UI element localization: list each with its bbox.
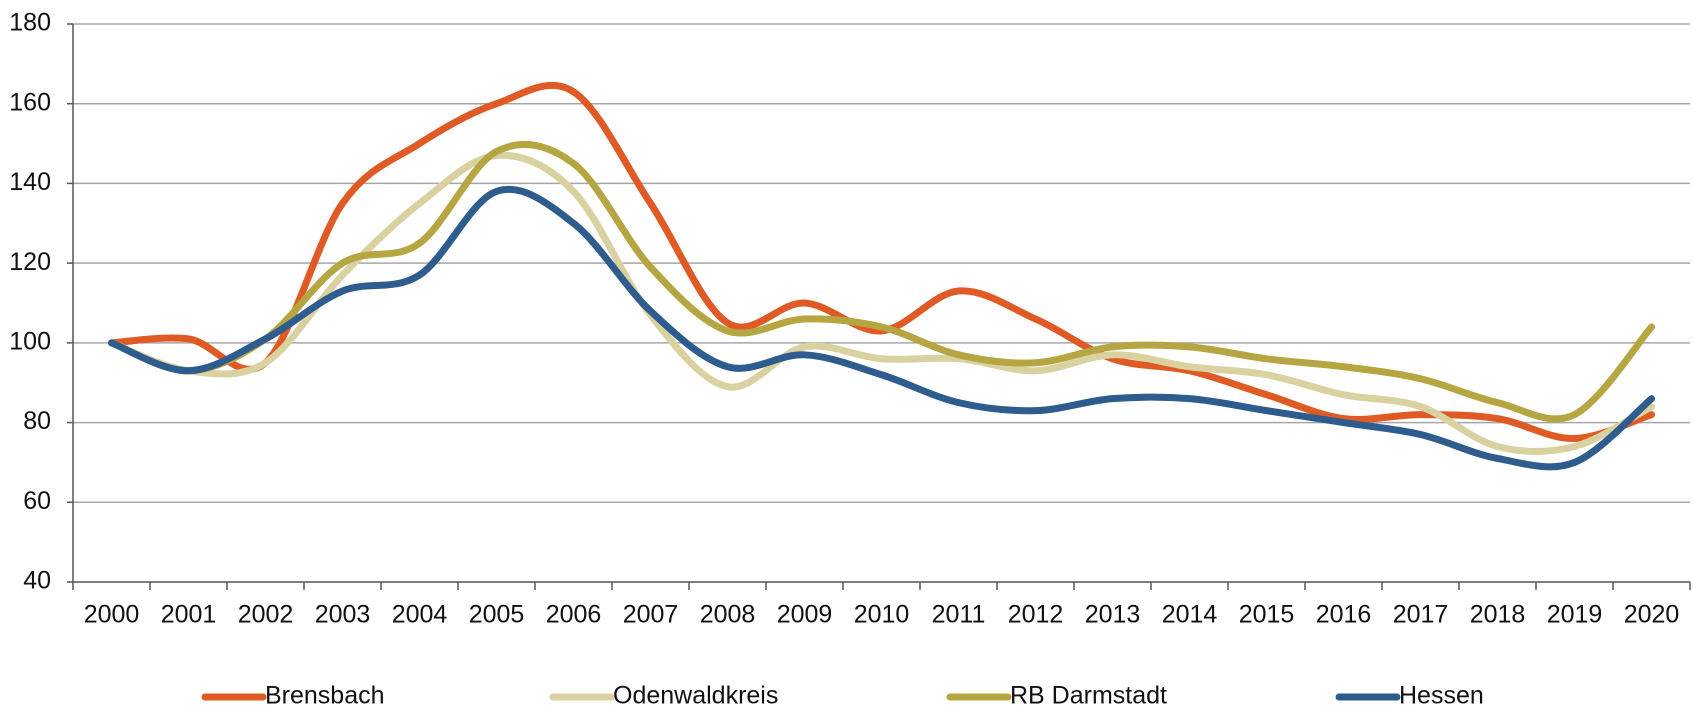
x-tick-label: 2008 <box>700 601 756 629</box>
x-tick-label: 2000 <box>84 601 140 629</box>
legend-label: RB Darmstadt <box>1010 682 1167 710</box>
x-tick-label: 2004 <box>392 601 448 629</box>
x-tick-label: 2003 <box>315 601 371 629</box>
x-tick-label: 2018 <box>1470 601 1526 629</box>
x-tick-label: 2005 <box>469 601 525 629</box>
legend-label: Brensbach <box>265 682 385 710</box>
series-line <box>108 185 1655 471</box>
x-tick-label: 2020 <box>1624 601 1680 629</box>
y-tick-label: 80 <box>23 407 51 435</box>
y-tick-label: 120 <box>9 248 51 276</box>
y-tick-label: 140 <box>9 168 51 196</box>
x-tick-label: 2001 <box>161 601 217 629</box>
x-tick-label: 2009 <box>777 601 833 629</box>
y-tick-label: 100 <box>9 327 51 355</box>
series-line <box>108 81 1655 443</box>
y-tick-label: 160 <box>9 88 51 116</box>
x-tick-label: 2012 <box>1008 601 1064 629</box>
x-tick-label: 2013 <box>1085 601 1141 629</box>
x-tick-label: 2002 <box>238 601 294 629</box>
y-tick-label: 180 <box>9 9 51 37</box>
x-tick-label: 2011 <box>932 601 986 629</box>
x-tick-label: 2010 <box>854 601 910 629</box>
x-tick-label: 2014 <box>1162 601 1218 629</box>
x-tick-label: 2017 <box>1393 601 1449 629</box>
y-tick-label: 40 <box>23 567 51 595</box>
y-tick-label: 60 <box>23 487 51 515</box>
x-tick-label: 2016 <box>1316 601 1372 629</box>
x-tick-label: 2007 <box>623 601 679 629</box>
legend-label: Hessen <box>1399 682 1484 710</box>
legend-label: Odenwaldkreis <box>613 682 778 710</box>
x-tick-label: 2019 <box>1547 601 1603 629</box>
series-line <box>108 140 1655 423</box>
x-tick-label: 2015 <box>1239 601 1295 629</box>
series-line <box>108 151 1655 455</box>
x-tick-label: 2006 <box>546 601 602 629</box>
